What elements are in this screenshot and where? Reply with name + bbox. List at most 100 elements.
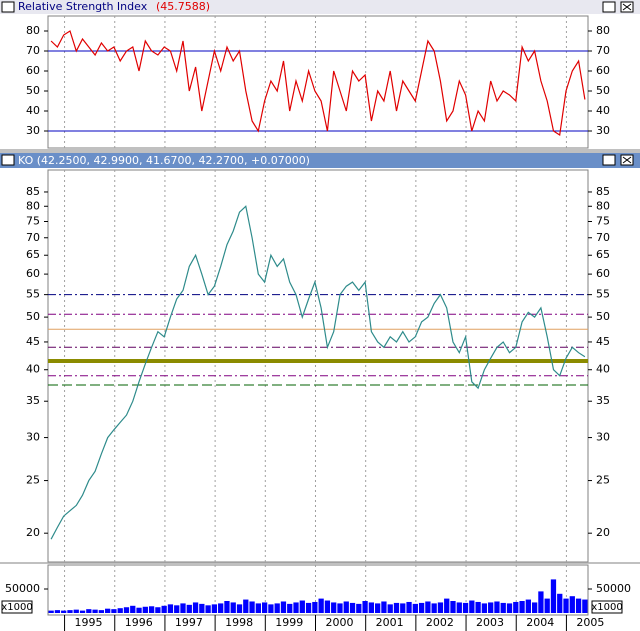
y-tick-label: 80 [596, 24, 610, 37]
y-tick-label: 40 [26, 363, 40, 376]
title-bar [0, 153, 640, 168]
volume-bar [280, 601, 287, 613]
x-tick-label: 1995 [75, 616, 103, 629]
y-tick-label: 40 [26, 104, 40, 117]
volume-bar [86, 609, 92, 613]
y-tick-label: 70 [26, 231, 40, 244]
volume-bar [161, 605, 167, 613]
price-title: KO (42.2500, 42.9900, 41.6700, 42.2700, … [18, 154, 310, 167]
y-tick-label: 40 [596, 363, 610, 376]
volume-bar [274, 603, 280, 613]
volume-bar [513, 601, 519, 613]
volume-bar [494, 601, 500, 613]
y-tick-label: 60 [596, 64, 610, 77]
volume-bar [356, 603, 362, 613]
volume-bar [406, 601, 412, 613]
volume-bar [211, 604, 218, 613]
y-tick-label: 55 [596, 288, 610, 301]
volume-bar [475, 601, 481, 613]
volume-bar [337, 603, 343, 613]
y-tick-label: 50 [26, 84, 40, 97]
y-tick-label: 75 [26, 214, 40, 227]
volume-bar [255, 603, 261, 613]
volume-bar [425, 601, 431, 613]
y-tick-label: 55 [26, 288, 40, 301]
volume-bar [362, 601, 368, 613]
volume-bar [293, 602, 299, 613]
volume-bar [224, 601, 230, 613]
volume-bar [186, 604, 192, 613]
y-tick-label: 30 [26, 431, 40, 444]
y-tick-label: 80 [596, 199, 610, 212]
plot-frame [47, 169, 589, 563]
volume-bar [174, 605, 180, 613]
y-tick-label: 65 [596, 248, 610, 261]
volume-bar [412, 603, 418, 613]
y-tick-label: 80 [26, 199, 40, 212]
volume-bar [205, 605, 211, 613]
y-tick-label: 85 [26, 185, 40, 198]
volume-bar [343, 601, 349, 613]
title-bar [0, 0, 640, 14]
volume-bar [550, 579, 557, 613]
volume-bar [575, 598, 582, 613]
maximize-button[interactable] [602, 1, 616, 13]
volume-bar [444, 598, 450, 613]
y-tick-label: 50 [596, 310, 610, 323]
y-tick-label: 70 [596, 44, 610, 57]
maximize-button[interactable] [602, 154, 616, 166]
volume-bar [437, 602, 444, 613]
volume-bar [418, 602, 425, 613]
volume-bar [117, 608, 123, 613]
close-icon [622, 156, 632, 164]
volume-bar [488, 602, 494, 613]
volume-bar [73, 609, 79, 613]
plot-frame [47, 564, 589, 616]
volume-bar [538, 591, 544, 613]
y-tick-label: 50000 [596, 582, 631, 595]
volume-bar [199, 603, 205, 613]
volume-bar [167, 604, 174, 613]
unit-box [1, 600, 33, 614]
volume-bar [54, 610, 61, 613]
y-tick-label: 25 [26, 474, 40, 487]
x-tick-label: 1998 [225, 616, 253, 629]
volume-bar [544, 598, 550, 613]
volume-bar [111, 609, 117, 613]
volume-bar [582, 599, 588, 613]
volume-bar [312, 601, 318, 613]
rsi-value: (45.7588) [156, 0, 210, 13]
volume-bar [349, 602, 356, 613]
volume-bar [531, 602, 538, 613]
y-tick-label: 35 [26, 394, 40, 407]
volume-bar [155, 607, 161, 613]
y-tick-label: 80 [26, 24, 40, 37]
volume-bar [192, 602, 199, 613]
volume-bar [431, 603, 437, 613]
y-tick-label: 65 [26, 248, 40, 261]
y-tick-label: 25 [596, 474, 610, 487]
y-tick-label: 30 [26, 124, 40, 137]
y-tick-label: 50 [26, 310, 40, 323]
volume-bar [61, 610, 67, 613]
y-tick-label: 45 [596, 335, 610, 348]
volume-bar [387, 604, 393, 613]
data-line [50, 30, 586, 137]
x-tick-label: 2001 [376, 616, 404, 629]
y-tick-label: 20 [26, 526, 40, 539]
volume-bar [481, 603, 488, 613]
volume-bar [268, 604, 274, 613]
volume-bar [218, 603, 224, 613]
volume-bar [148, 606, 155, 613]
volume-bar [142, 606, 148, 613]
volume-bar [299, 600, 305, 613]
volume-bar [305, 602, 312, 613]
volume-bar [287, 603, 293, 613]
volume-bar [456, 602, 462, 613]
volume-bar [136, 607, 142, 613]
y-tick-label: 20 [596, 526, 610, 539]
volume-bar [400, 603, 406, 613]
y-tick-label: 45 [26, 335, 40, 348]
volume-bar [98, 610, 105, 613]
